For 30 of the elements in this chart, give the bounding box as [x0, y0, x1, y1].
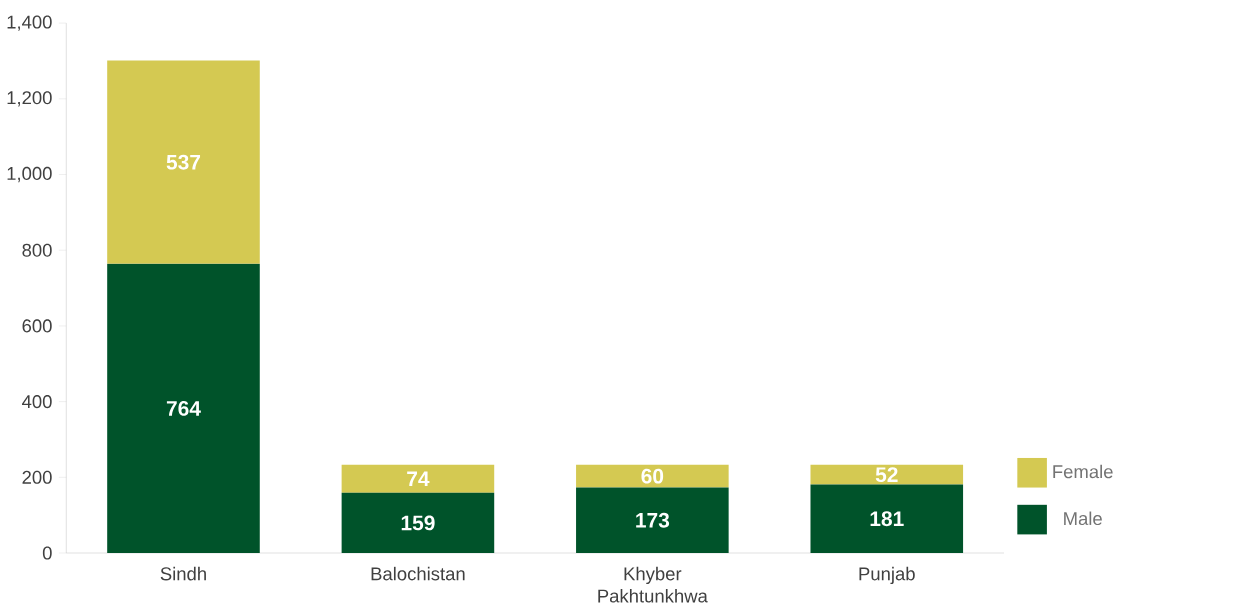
x-tick-label: Sindh — [160, 566, 206, 581]
data-label: 60 — [641, 468, 664, 484]
bar — [107, 263, 260, 553]
y-tick-label: 200 — [22, 470, 52, 484]
data-label: 173 — [636, 512, 670, 528]
data-label: 74 — [407, 471, 430, 486]
bar — [810, 484, 964, 553]
bar — [341, 464, 495, 493]
y-tick-label: 0 — [42, 546, 52, 560]
legend-label: Male — [1064, 511, 1102, 525]
y-tick-label: 1,400 — [7, 15, 52, 31]
y-tick-label: 400 — [22, 394, 52, 408]
data-label: 181 — [870, 511, 904, 526]
bar — [107, 60, 260, 264]
x-tick-label: Balochistan — [371, 566, 465, 581]
legend-label: Female — [1053, 464, 1113, 479]
data-label: 52 — [875, 467, 898, 482]
data-label: 159 — [401, 515, 435, 531]
x-tick-label: Khyber Pakhtunkhwa — [598, 566, 708, 603]
bar — [341, 492, 495, 553]
x-tick-label: Punjab — [859, 566, 915, 584]
y-tick-label: 600 — [22, 319, 52, 333]
data-label: 537 — [166, 154, 201, 170]
y-tick-label: 1,200 — [7, 90, 52, 107]
bar — [810, 464, 964, 485]
data-label: 764 — [166, 400, 201, 416]
y-tick-label: 1,000 — [7, 166, 52, 182]
y-tick-label: 800 — [22, 243, 52, 257]
bar — [576, 464, 729, 488]
bar — [576, 487, 729, 553]
